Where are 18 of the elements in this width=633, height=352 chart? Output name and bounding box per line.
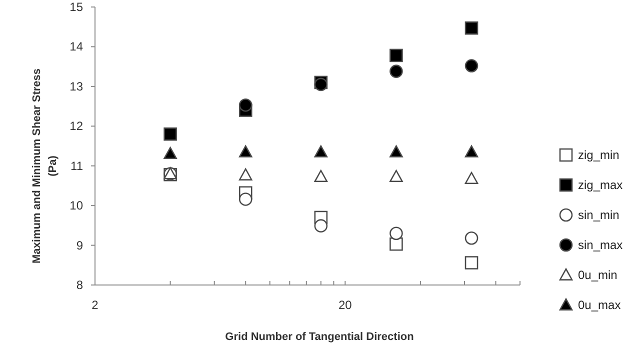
y-tick-label: 12	[70, 119, 84, 134]
x-tick-label: 20	[338, 298, 352, 312]
y-tick-label: 9	[76, 238, 84, 252]
y-tick-label: 14	[70, 40, 84, 54]
y-tick-label: 13	[70, 79, 84, 94]
y-tick-label: 8	[76, 278, 84, 292]
legend-label: sin_max	[578, 238, 623, 252]
y-tick-label: 15	[70, 0, 84, 14]
legend-label: sin_min	[578, 208, 620, 222]
y-tick-label: 11	[70, 158, 84, 173]
x-axis-title: Grid Number of Tangential Direction	[225, 331, 414, 343]
legend-label: zig_min	[578, 148, 620, 162]
legend-label: 0u_min	[578, 268, 618, 282]
legend-label: 0u_max	[578, 298, 621, 312]
legend-label: zig_max	[578, 178, 623, 192]
y-axis-title: Maximum and Minimum Shear Stress (Pa)	[31, 68, 59, 264]
y-tick-label: 10	[70, 198, 84, 213]
x-tick-label: 2	[92, 298, 99, 312]
